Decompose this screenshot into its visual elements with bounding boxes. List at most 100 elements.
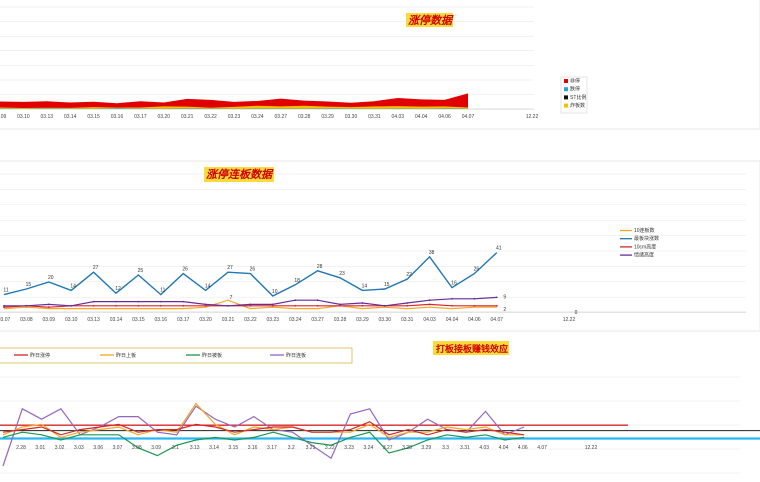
- x-tick-label: 03.09: [0, 114, 6, 120]
- data-label: 14: [205, 283, 211, 289]
- data-point: [159, 300, 162, 303]
- data-label: 14: [70, 283, 76, 289]
- x-tick-label: 3.03: [74, 445, 84, 451]
- x-tick-label: 03.30: [379, 317, 392, 323]
- x-tick-label: 3.08: [132, 445, 142, 451]
- series-line-昨日连板: [2, 405, 525, 467]
- x-tick-label: 03.13: [87, 317, 100, 323]
- x-tick-label: 04.04: [415, 114, 428, 120]
- x-tick-label: 03.20: [158, 114, 171, 120]
- data-point: [70, 304, 73, 307]
- legend-label: 10连板数: [634, 227, 655, 234]
- data-point: [316, 304, 319, 307]
- chart1: 03.09 03.10 03.13 03.14 03.15 03.16 03.17 03.20…: [0, 0, 760, 130]
- x-tick-label: 3.22: [325, 445, 335, 451]
- chart2-border: [0, 160, 760, 332]
- x-tick-label: 03.10: [17, 114, 30, 120]
- data-label: 25: [138, 268, 144, 274]
- data-point: [294, 299, 297, 302]
- data-point: [294, 304, 297, 307]
- x-tick-label: 3.13: [190, 445, 200, 451]
- x-tick-label: 03.30: [345, 114, 358, 120]
- x-tick-label: 03.10: [65, 317, 78, 323]
- data-point: [383, 304, 386, 307]
- chart1-gridlines: [0, 6, 534, 110]
- x-tick-label: 04.06: [438, 114, 451, 120]
- x-tick-label: 3.06: [93, 445, 103, 451]
- chart1-title-bg: [406, 13, 453, 27]
- data-label: 0: [575, 310, 578, 316]
- x-tick-label: 03.24: [251, 114, 264, 120]
- data-label: 26: [182, 267, 188, 273]
- data-label: 38: [429, 250, 435, 256]
- x-tick-label: 3.07: [113, 445, 123, 451]
- x-tick-label: 03.29: [356, 317, 369, 323]
- data-point: [339, 303, 341, 306]
- data-point: [495, 304, 498, 307]
- data-point: [159, 304, 162, 307]
- data-point: [3, 306, 5, 309]
- x-tick-label: 03.16: [111, 114, 124, 120]
- series-line-昨日涨停: [2, 421, 525, 436]
- x-tick-label: 03.21: [222, 317, 235, 323]
- x-tick-label: 03.27: [311, 317, 324, 323]
- x-tick-label: 03.22: [204, 114, 217, 120]
- x-tick-label: 04.06: [468, 317, 481, 323]
- legend-label: 情绪高度: [634, 252, 654, 259]
- chart2-title-bg: [204, 167, 274, 182]
- chart3-legend-box: [0, 347, 353, 364]
- data-point: [227, 304, 229, 307]
- x-tick-label: 03.28: [298, 114, 311, 120]
- x-tick-label: 03.13: [41, 114, 54, 120]
- legend-label: 10cm高度: [634, 243, 656, 250]
- x-tick-label: 03.09: [43, 317, 56, 323]
- data-point: [271, 303, 274, 306]
- series-area-非停: [0, 93, 468, 109]
- x-tick-label: 03.17: [177, 317, 190, 323]
- x-tick-label: 3.14: [209, 445, 219, 451]
- legend-label: 昨日涨停: [30, 352, 50, 359]
- data-point: [249, 303, 252, 306]
- x-tick-label: 4.07: [537, 445, 547, 451]
- x-tick-label: 03.08: [20, 317, 33, 323]
- chart3-x-axis: 2.28 3.01 3.02 3.03 3.06 3.07 3.08 3.09 3.1 3.13 3…: [16, 445, 597, 451]
- data-label: 11: [3, 288, 8, 294]
- data-point: [361, 302, 364, 304]
- x-tick-label: 3.23: [344, 445, 354, 451]
- x-tick-label: 04.07: [462, 114, 475, 120]
- legend-label: 炸板数: [570, 102, 585, 109]
- series-line-昨日上板: [2, 402, 525, 439]
- x-tick-label: 03.23: [267, 317, 280, 323]
- legend-swatch: [564, 95, 568, 100]
- data-point: [137, 300, 140, 303]
- legend-label: 昨日连板: [286, 352, 306, 359]
- data-label: 14: [362, 283, 368, 289]
- x-tick-label: 04.07: [491, 317, 504, 323]
- data-point: [271, 304, 274, 307]
- x-tick-label: 03.07: [0, 317, 10, 323]
- legend-swatch: [564, 103, 568, 108]
- x-tick-label: 3.24: [364, 445, 374, 451]
- data-point: [406, 302, 409, 304]
- series-area-炸板数: [0, 105, 468, 109]
- data-label: 20: [48, 275, 54, 281]
- data-point: [428, 299, 431, 302]
- x-tick-label: 03.17: [134, 114, 147, 120]
- x-tick-label: 3.09: [151, 445, 161, 451]
- x-tick-label: 03.27: [275, 114, 288, 120]
- x-tick-label: 3.1: [172, 445, 179, 451]
- legend-label: 跌停: [570, 86, 580, 93]
- data-point: [47, 306, 50, 309]
- x-tick-label: 4.03: [479, 445, 489, 451]
- x-tick-label: 3.27: [383, 445, 393, 451]
- x-tick-label: 3.29: [421, 445, 431, 451]
- data-point: [428, 303, 431, 306]
- x-tick-label: 04.03: [392, 114, 405, 120]
- chart3-legend: 昨日涨停 昨日上板 昨日被板 昨日连板: [14, 352, 306, 359]
- x-tick-label: 3.02: [55, 445, 65, 451]
- data-point: [473, 304, 476, 307]
- chart3: 昨日涨停 昨日上板 昨日被板 昨日连板 打板接板赚钱效应 2.28 3.01 3.02 3.…: [0, 341, 760, 474]
- chart2-gridlines: [0, 173, 746, 313]
- chart1-plot: [0, 93, 468, 109]
